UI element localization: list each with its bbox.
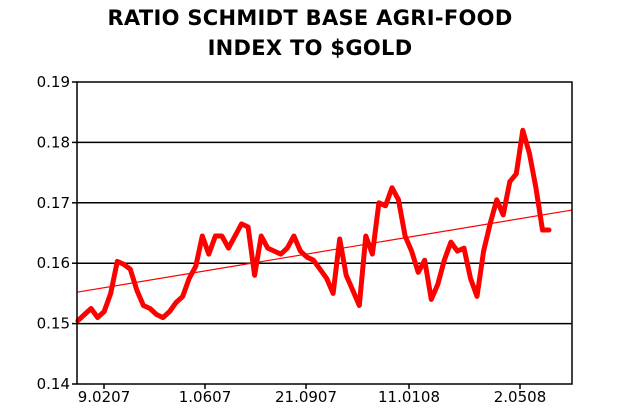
y-tick-label: 0.18 <box>37 133 70 151</box>
y-tick-label: 0.15 <box>37 315 70 333</box>
y-tick-label: 0.16 <box>37 254 70 272</box>
grid-lines <box>77 141 572 325</box>
chart-title-line-1: RATIO SCHMIDT BASE AGRI-FOOD <box>107 6 513 30</box>
y-tick-label: 0.19 <box>37 73 70 91</box>
series-layer <box>75 127 573 324</box>
tick-labels: 0.19 0.18 0.17 0.16 0.15 0.14 9.0207 1.0607 21.0… <box>37 73 547 406</box>
axis-ticks <box>72 81 521 389</box>
x-tick-label: 21.0907 <box>275 388 337 406</box>
x-tick-label: 9.0207 <box>78 388 131 406</box>
trend-line <box>76 209 573 293</box>
ratio-series-line <box>75 127 552 324</box>
x-tick-label: 1.0607 <box>179 388 232 406</box>
y-tick-label: 0.17 <box>37 194 70 212</box>
plot-frame <box>76 81 573 385</box>
y-tick-label: 0.14 <box>37 375 70 393</box>
x-tick-label: 2.0508 <box>494 388 547 406</box>
chart-title-line-2: INDEX TO $GOLD <box>207 36 413 60</box>
x-tick-label: 11.0108 <box>378 388 440 406</box>
